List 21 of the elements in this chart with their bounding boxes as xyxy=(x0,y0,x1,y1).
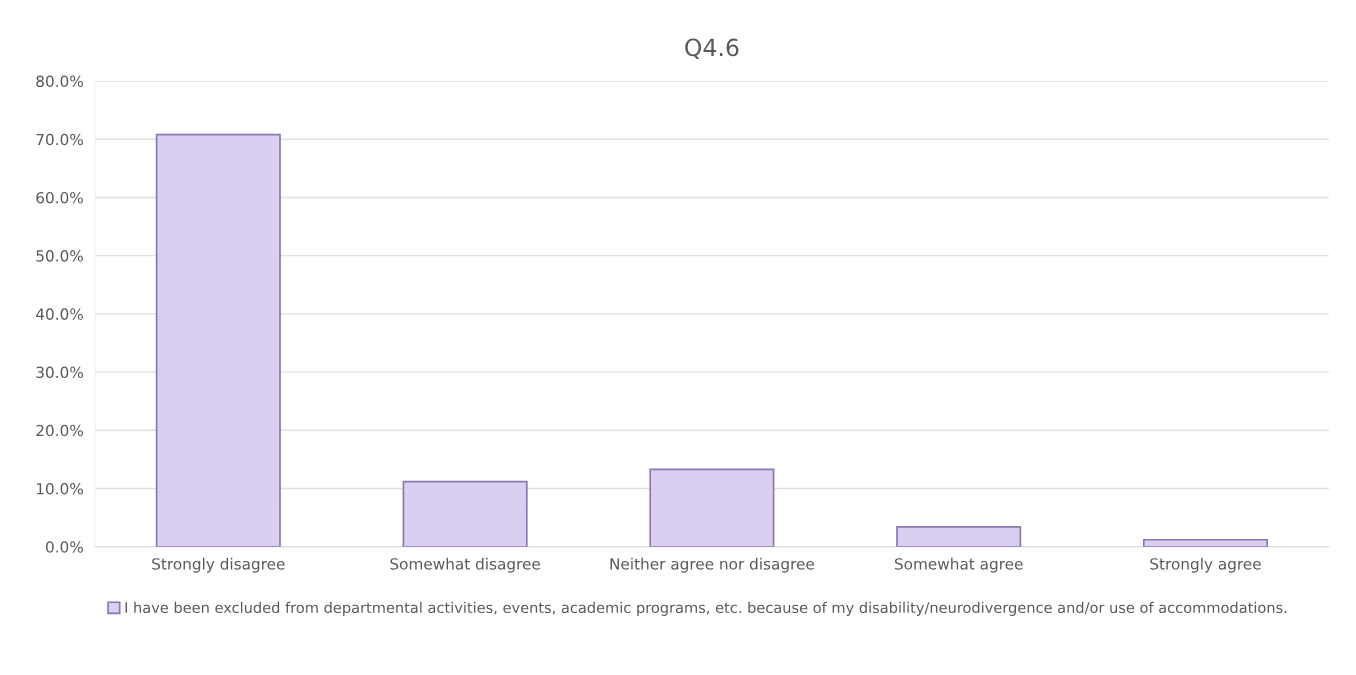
y-tick-label: 70.0% xyxy=(36,133,83,146)
bar xyxy=(649,468,775,547)
x-tick-label: Somewhat agree xyxy=(894,557,1023,573)
bar xyxy=(1142,538,1269,547)
x-tick-label: Somewhat disagree xyxy=(390,557,540,573)
chart-title: Q4.6 xyxy=(685,38,739,60)
y-tick-label: 60.0% xyxy=(36,191,83,204)
y-tick-label: 80.0% xyxy=(36,75,83,88)
x-tick-label: Neither agree nor disagree xyxy=(610,557,814,573)
x-tick-label: Strongly disagree xyxy=(152,557,285,573)
y-tick-label: 20.0% xyxy=(36,424,83,437)
legend-label: I have been excluded from departmental activities, events, academic programs, etc. because of my disability/neurodivergence and/or use of accommodations. xyxy=(125,601,1287,616)
bar xyxy=(155,133,281,547)
y-tick-label: 50.0% xyxy=(36,250,83,262)
y-tick-label: 30.0% xyxy=(36,366,83,379)
bar xyxy=(402,480,528,547)
y-tick-label: 10.0% xyxy=(36,483,83,495)
bar xyxy=(896,526,1022,547)
y-tick-label: 0.0% xyxy=(46,541,83,553)
y-tick-label: 40.0% xyxy=(36,308,83,320)
x-tick-label: Strongly agree xyxy=(1150,557,1261,573)
